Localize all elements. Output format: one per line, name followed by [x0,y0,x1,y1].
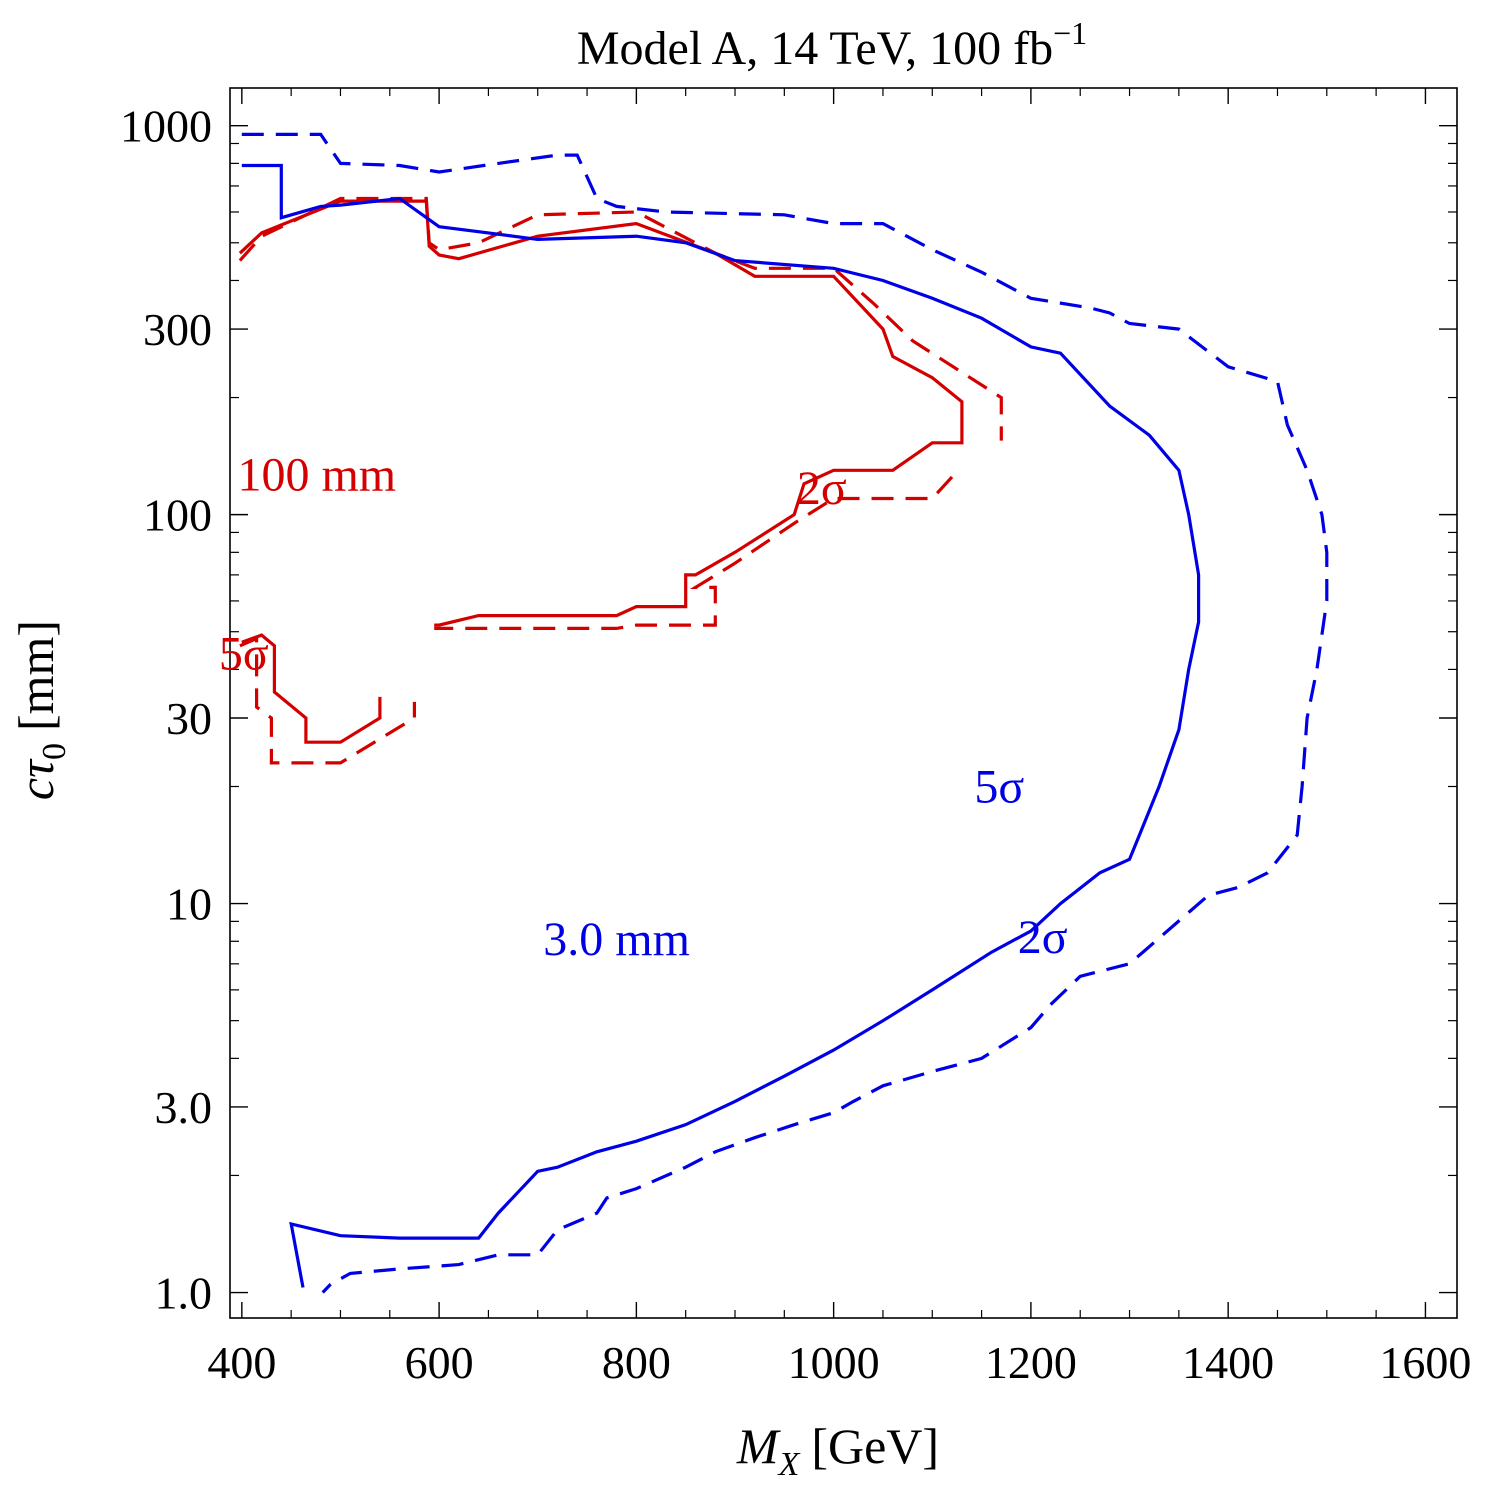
y-tick-label: 300 [143,304,212,355]
x-tick-label: 600 [405,1337,474,1388]
contour-line [238,196,1003,441]
contour-line [239,636,416,765]
chart-title-superscript: −1 [1053,15,1087,51]
x-tick-label: 1600 [1379,1337,1471,1388]
y-tick-label: 30 [166,693,212,744]
x-tick-label: 1200 [985,1337,1077,1388]
plot-frame [229,87,1458,1319]
chart-title: Model A, 14 TeV, 100 fb−1 [577,15,1087,75]
x-tick-label: 400 [207,1337,276,1388]
contour-line [241,163,1201,1288]
y-tick-label: 1000 [120,101,212,152]
annotations: 100 mm 2σ 5σ 3.0 mm 5σ 2σ [219,448,1068,966]
contour-annotation: 2σ [797,462,847,515]
contour-line [238,199,964,627]
contour-line [241,633,382,744]
contour-annotation: 100 mm [237,448,396,501]
contour-annotation: 3.0 mm [543,913,690,966]
x-tick-label: 800 [602,1337,671,1388]
contour-annotation: 5σ [219,627,269,680]
x-tick-label: 1400 [1182,1337,1274,1388]
series-layer [238,132,1329,1294]
y-axis-title: cτ0[mm] [8,620,73,800]
y-tick-label: 1.0 [155,1268,213,1319]
x-axis-ticks: 400 600 800 1000 1200 1400 1600 [207,88,1471,1388]
contour-annotation: 5σ [974,760,1024,813]
y-tick-label: 10 [166,879,212,930]
y-tick-label: 3.0 [155,1082,213,1133]
contour-annotation: 2σ [1018,911,1068,964]
x-axis-title: MX [GeV] [736,1418,939,1483]
y-tick-label: 100 [143,490,212,541]
y-axis-ticks: 1.0 3.0 10 30 100 300 1000 [120,101,1457,1319]
x-tick-label: 1000 [788,1337,880,1388]
contour-line [241,132,1329,1294]
contour-line [434,475,954,631]
